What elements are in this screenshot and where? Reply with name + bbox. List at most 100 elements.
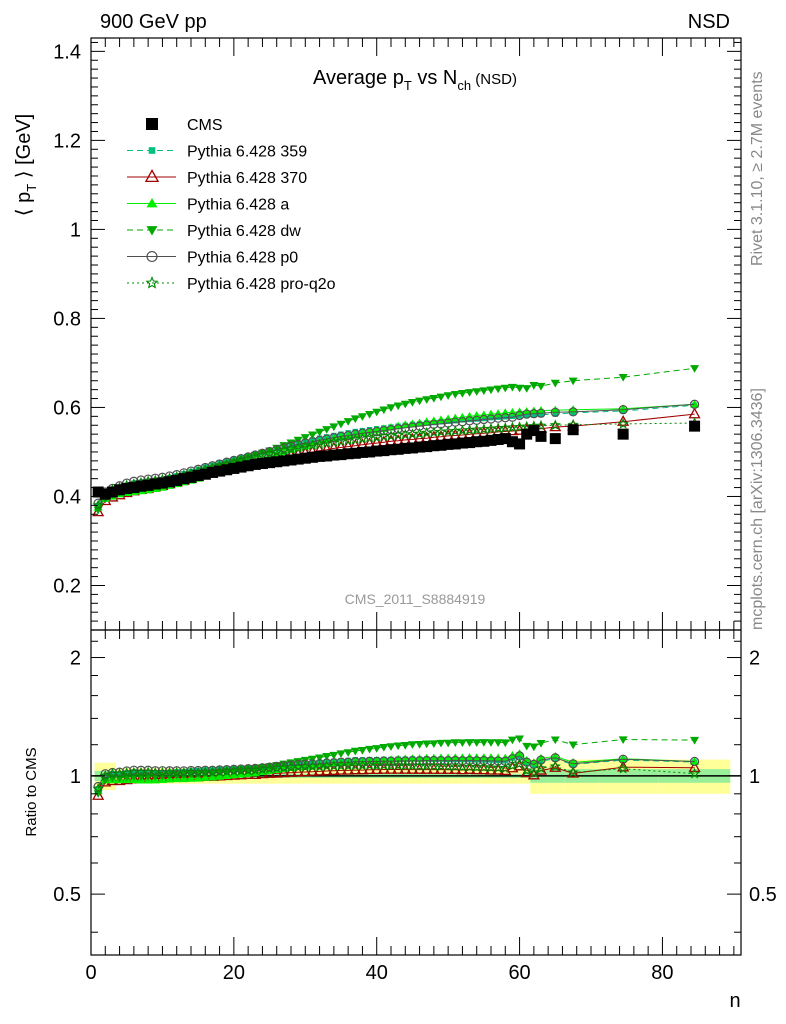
ratio-point-pa	[550, 751, 560, 760]
data-point-pdw	[429, 394, 439, 403]
data-point-pdw	[422, 396, 432, 404]
data-point-pa	[550, 405, 560, 414]
ratio-point-pdw	[550, 736, 560, 745]
ratio-point-p359	[116, 771, 123, 777]
ratio-point-pdw	[436, 739, 446, 748]
data-point-pq2o	[299, 440, 311, 452]
chart-title-mid: vs N	[412, 67, 458, 89]
data-point-pdw	[536, 382, 546, 391]
y-axis-label-post: ⟩ [GeV]	[13, 114, 35, 184]
ratio-point-pdw	[507, 736, 517, 745]
ratio-point-pdw	[472, 739, 482, 747]
data-point-pp0	[493, 413, 503, 423]
data-point-cms	[528, 425, 540, 437]
legend-label-pa: Pythia 6.428 a	[187, 197, 289, 214]
data-point-cms	[617, 428, 629, 440]
ratio-point-pdw	[343, 749, 353, 757]
ratio-point-pa	[436, 753, 446, 762]
data-point-pdw	[507, 383, 517, 392]
y-tick-label: 0.4	[53, 486, 81, 508]
ratio-y-tick-label-right: 1	[749, 766, 760, 788]
ratio-point-pp0	[357, 757, 368, 767]
ratio-point-pa	[407, 754, 417, 762]
data-point-pp0	[372, 426, 382, 437]
ratio-point-pdw	[457, 739, 467, 748]
legend-entry-pa: Pythia 6.428 a	[127, 197, 289, 214]
ratio-point-pa	[522, 755, 532, 764]
data-point-pp0	[314, 435, 325, 446]
data-point-cms	[506, 436, 518, 448]
data-point-pdw	[400, 400, 410, 409]
ratio-point-p370	[284, 765, 298, 777]
data-point-cms	[378, 445, 390, 457]
data-point-pdw	[379, 406, 389, 415]
data-point-pdw	[393, 402, 403, 411]
data-point-cms	[478, 435, 490, 447]
data-point-pdw	[322, 426, 332, 434]
data-point-cms	[128, 482, 140, 494]
data-point-pp0	[350, 429, 360, 439]
chart-title-sub2: ch	[457, 78, 471, 93]
legend-marker-pdw	[146, 226, 158, 236]
ratio-point-pq2o	[513, 757, 526, 769]
data-point-pp0	[522, 409, 532, 419]
chart-title-sub1: T	[404, 78, 412, 93]
data-point-cms	[178, 473, 190, 485]
data-point-cms	[292, 453, 304, 465]
data-point-pq2o	[535, 419, 547, 431]
data-point-pp0	[507, 412, 518, 422]
data-point-pdw	[336, 420, 346, 429]
ratio-point-p370	[277, 766, 290, 778]
data-point-cms	[271, 456, 283, 468]
ratio-point-pp0	[322, 758, 332, 768]
series-line-pq2o	[97, 422, 695, 506]
legend-entry-cms: CMS	[146, 117, 223, 134]
data-point-p359	[509, 413, 516, 420]
ratio-point-pq2o	[99, 769, 111, 781]
x-tick-label: 80	[651, 962, 673, 984]
legend-marker-pp0	[146, 250, 158, 263]
data-point-pdw	[522, 385, 532, 393]
data-point-pdw	[457, 390, 467, 398]
legend-label-p370: Pythia 6.428 370	[187, 170, 307, 187]
y-tick-label: 0.6	[53, 397, 81, 419]
data-point-cms	[321, 450, 333, 462]
data-point-pq2o	[92, 499, 104, 511]
data-point-pa	[529, 406, 539, 415]
data-point-cms	[328, 449, 340, 461]
data-point-pq2o	[285, 443, 297, 455]
ratio-point-p370	[688, 761, 701, 773]
data-point-cms	[464, 437, 476, 449]
data-point-p359	[481, 415, 487, 422]
data-point-pdw	[315, 428, 325, 437]
legend-entry-pp0: Pythia 6.428 p0	[127, 250, 298, 267]
header-right: NSD	[688, 11, 730, 33]
data-point-p370	[688, 407, 701, 419]
ratio-y-tick-label-right: 2	[749, 648, 760, 670]
analysis-label: CMS_2011_S8884919	[345, 591, 486, 607]
main-plot-panel: CMS Pythia 6.428 359 Pythia 6.428 370 Pythi…	[13, 37, 742, 631]
data-point-pp0	[689, 399, 700, 409]
data-point-pdw	[472, 388, 482, 396]
y-axis-label: ⟨ pT ⟩ [GeV]	[13, 114, 39, 217]
data-point-pdw	[329, 423, 339, 432]
ratio-point-pp0	[407, 756, 418, 766]
data-point-pdw	[529, 382, 539, 390]
data-point-pdw	[568, 377, 578, 386]
data-point-pp0	[568, 407, 578, 417]
ratio-point-pp0	[450, 755, 460, 766]
legend-label-pdw: Pythia 6.428 dw	[187, 223, 301, 240]
data-point-pa	[450, 413, 460, 422]
ratio-point-pa	[422, 753, 432, 762]
data-point-cms	[456, 437, 468, 449]
data-point-p359	[538, 411, 544, 418]
ratio-point-pdw	[336, 750, 346, 759]
data-point-p359	[552, 411, 558, 417]
data-point-cms	[449, 438, 461, 450]
ratio-point-pdw	[450, 739, 460, 747]
data-point-pp0	[357, 428, 368, 438]
data-point-cms	[206, 466, 218, 478]
data-point-p359	[474, 416, 480, 422]
legend-entry-pq2o: Pythia 6.428 pro-q2o	[127, 276, 336, 293]
data-point-pq2o	[278, 444, 290, 456]
